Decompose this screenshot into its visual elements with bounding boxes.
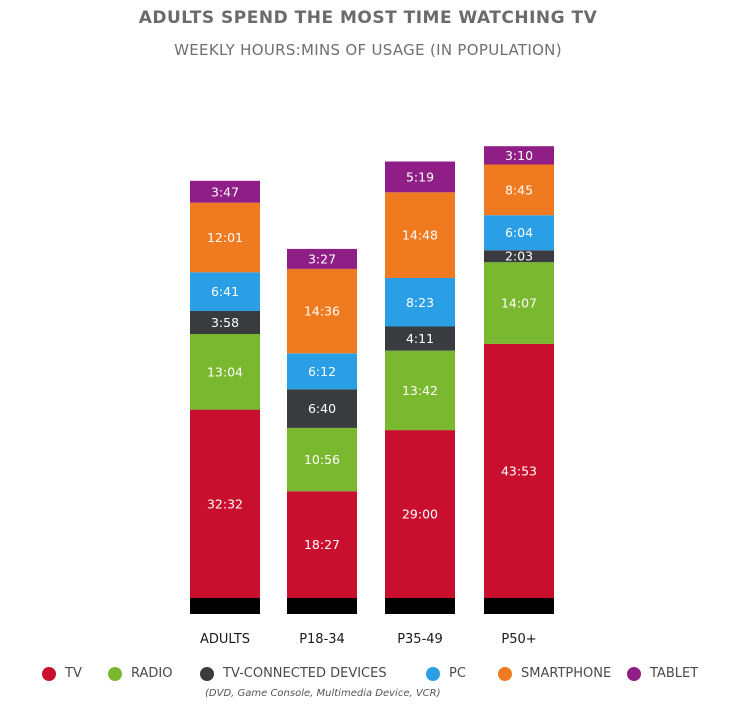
legend-label-smartphone: SMARTPHONE [521,666,612,681]
bar-segment-pc-p50 [484,215,554,251]
data-label-tv-connected-devices-p50: 2:03 [505,249,533,264]
legend-swatch-tv [42,666,56,681]
data-label-pc-p35-49: 8:23 [406,295,434,310]
bar-segment-tv-adults [190,409,260,598]
data-label-radio-p35-49: 13:42 [402,383,438,398]
bar-segment-radio-p50 [484,262,554,344]
data-label-tv-p50: 43:53 [501,464,537,479]
legend-swatch-radio [108,666,122,681]
bar-segment-radio-adults [190,334,260,410]
data-label-tv-adults: 32:32 [207,496,243,511]
bar-segment-tablet-p50 [484,146,554,165]
chart-title: ADULTS SPEND THE MOST TIME WATCHING TV [138,8,598,28]
legend-item-tablet: TABLET [627,666,698,681]
legend-swatch-smartphone [498,666,512,681]
data-label-smartphone-p35-49: 14:48 [402,228,438,243]
bar-base-p18-34 [287,598,357,614]
data-label-tv-connected-devices-adults: 3:58 [211,315,239,330]
legend-label-tablet: TABLET [650,666,699,681]
stacked-bar-chart: 32:32 13:04 3:58 6:41 12:01 3:47 ADULTS 18:27 10… [190,146,554,647]
legend-item-tv-connected-devices: TV-CONNECTED DEVICES [200,666,387,681]
bar-segment-tv-connected-devices-adults [190,311,260,334]
legend-label-pc: PC [449,666,466,681]
data-label-tablet-p35-49: 5:19 [406,169,434,184]
legend-swatch-tv-connected-devices [200,666,214,681]
data-label-smartphone-p18-34: 14:36 [304,304,340,319]
data-label-smartphone-p50: 8:45 [505,182,533,197]
category-label-p18-34: P18-34 [299,632,345,647]
bar-segment-tv-connected-devices-p35-49 [385,326,455,351]
chart-legend: TV RADIO TV-CONNECTED DEVICES PC SMARTPH… [0,662,736,707]
bar-segment-smartphone-p50 [484,164,554,216]
legend-item-smartphone: SMARTPHONE [498,666,611,681]
legend-note: (DVD, Game Console, Multimedia Device, V… [205,688,441,699]
category-label-p35-49: P35-49 [397,632,443,647]
bar-segment-tv-connected-devices-p18-34 [287,389,357,428]
bar-segment-tablet-adults [190,180,260,203]
legend-swatch-pc [426,666,440,681]
bar-segment-tablet-p18-34 [287,248,357,269]
bar-segment-pc-adults [190,272,260,311]
legend-item-pc: PC [426,666,466,681]
bar-segment-tv-p18-34 [287,491,357,598]
data-label-radio-p50: 14:07 [501,296,537,311]
data-label-radio-adults: 13:04 [207,364,243,379]
data-label-tablet-p50: 3:10 [505,148,533,163]
data-label-tablet-adults: 3:47 [211,184,239,199]
category-label-adults: ADULTS [200,632,250,647]
bar-base-p35-49 [385,598,455,614]
bar-segment-smartphone-p18-34 [287,268,357,354]
data-label-smartphone-adults: 12:01 [207,230,243,245]
bar-segment-pc-p35-49 [385,278,455,327]
bar-base-p50 [484,598,554,614]
legend-item-tv: TV [42,666,82,681]
data-label-radio-p18-34: 10:56 [304,452,340,467]
bar-segment-tablet-p35-49 [385,161,455,193]
legend-item-radio: RADIO [108,666,172,681]
data-label-pc-p50: 6:04 [505,225,533,240]
legend-label-tv-connected-devices: TV-CONNECTED DEVICES [223,666,387,681]
data-label-tablet-p18-34: 3:27 [308,251,336,266]
legend-label-radio: RADIO [131,666,173,681]
bar-base-adults [190,598,260,614]
data-label-tv-connected-devices-p35-49: 4:11 [406,331,434,346]
bar-segment-radio-p35-49 [385,350,455,431]
bar-segment-tv-p35-49 [385,430,455,598]
data-label-pc-adults: 6:41 [211,284,239,299]
bar-segment-pc-p18-34 [287,353,357,390]
data-label-pc-p18-34: 6:12 [308,364,336,379]
bar-segment-smartphone-adults [190,202,260,273]
bar-segment-radio-p18-34 [287,427,357,492]
data-label-tv-connected-devices-p18-34: 6:40 [308,401,336,416]
bar-segment-tv-connected-devices-p50 [484,250,554,263]
data-label-tv-p35-49: 29:00 [402,507,438,522]
bar-segment-tv-p50 [484,343,554,598]
chart-subtitle: WEEKLY HOURS:MINS OF USAGE (IN POPULATIO… [174,41,562,59]
bar-segment-smartphone-p35-49 [385,192,455,278]
data-label-tv-p18-34: 18:27 [304,537,340,552]
category-label-p50: P50+ [501,632,536,647]
legend-swatch-tablet [627,666,641,681]
legend-label-tv: TV [65,666,82,681]
